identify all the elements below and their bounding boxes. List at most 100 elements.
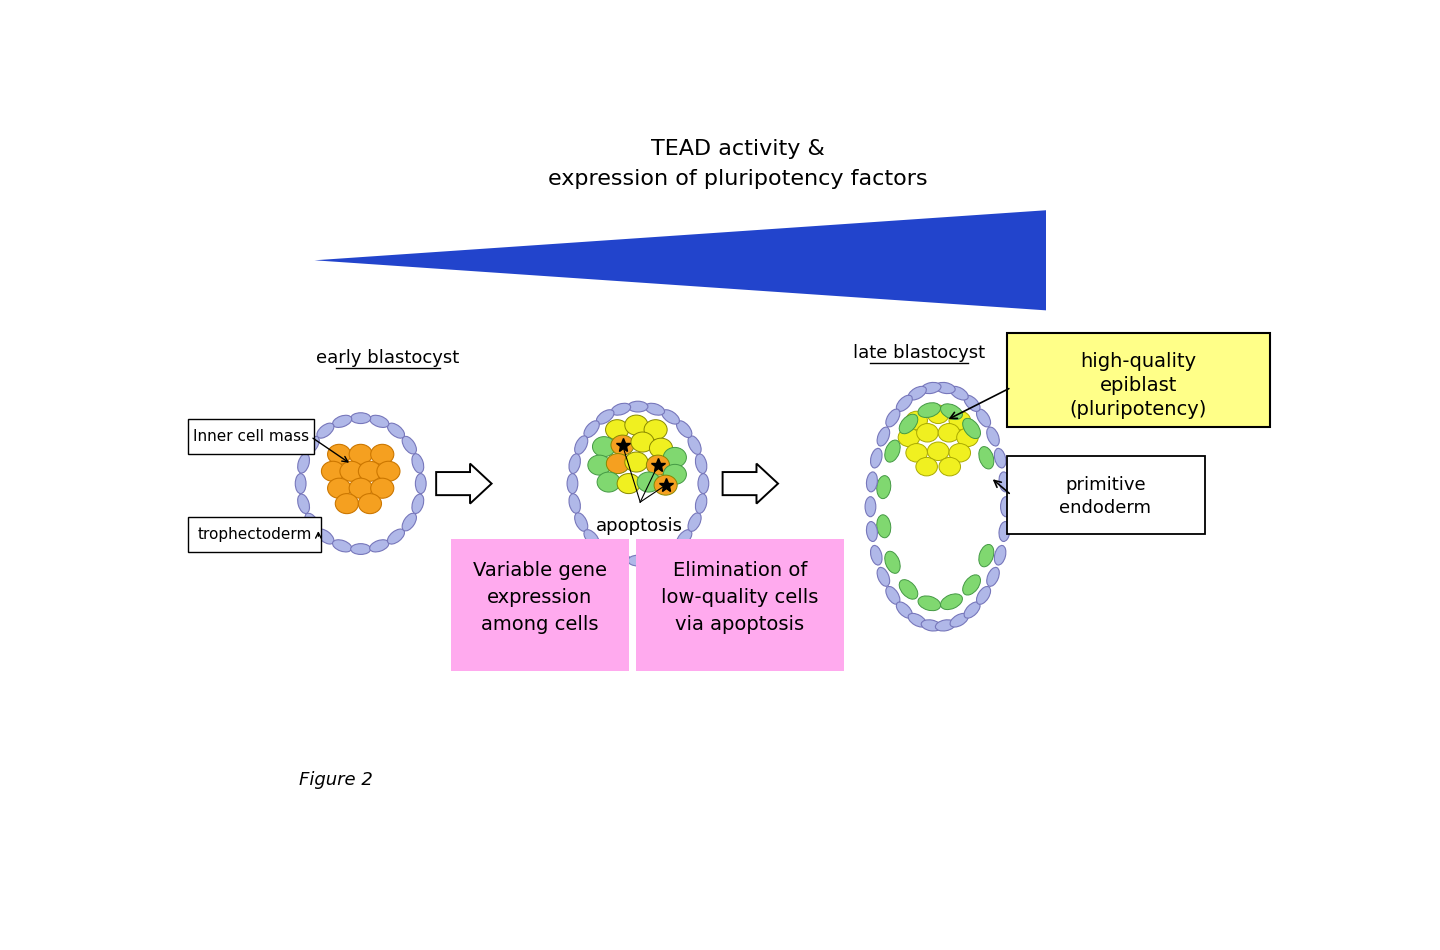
Ellipse shape bbox=[963, 602, 981, 618]
FancyBboxPatch shape bbox=[189, 517, 321, 552]
Ellipse shape bbox=[340, 462, 363, 482]
Ellipse shape bbox=[585, 530, 599, 546]
Ellipse shape bbox=[654, 475, 677, 495]
Text: Figure 2: Figure 2 bbox=[300, 771, 373, 789]
Ellipse shape bbox=[596, 409, 613, 424]
Ellipse shape bbox=[628, 555, 648, 566]
FancyBboxPatch shape bbox=[635, 539, 844, 671]
Ellipse shape bbox=[917, 424, 939, 442]
Ellipse shape bbox=[387, 529, 405, 544]
Ellipse shape bbox=[936, 619, 955, 631]
Ellipse shape bbox=[585, 421, 599, 438]
Text: high-quality: high-quality bbox=[1080, 352, 1197, 371]
Ellipse shape bbox=[351, 543, 370, 555]
Ellipse shape bbox=[305, 513, 320, 531]
Ellipse shape bbox=[645, 552, 664, 564]
Ellipse shape bbox=[649, 438, 672, 458]
Ellipse shape bbox=[336, 494, 359, 514]
Ellipse shape bbox=[662, 543, 680, 558]
Ellipse shape bbox=[664, 465, 687, 484]
Ellipse shape bbox=[317, 423, 334, 438]
FancyBboxPatch shape bbox=[451, 539, 629, 671]
Ellipse shape bbox=[899, 580, 917, 599]
Ellipse shape bbox=[963, 395, 981, 411]
Ellipse shape bbox=[877, 476, 891, 499]
Ellipse shape bbox=[377, 462, 400, 482]
Ellipse shape bbox=[575, 436, 588, 454]
Ellipse shape bbox=[963, 575, 981, 595]
Ellipse shape bbox=[963, 418, 981, 439]
Ellipse shape bbox=[922, 383, 940, 393]
Ellipse shape bbox=[909, 614, 926, 627]
Ellipse shape bbox=[896, 602, 913, 618]
Text: TEAD activity &: TEAD activity & bbox=[651, 139, 825, 159]
Text: expression of pluripotency factors: expression of pluripotency factors bbox=[549, 169, 927, 189]
Ellipse shape bbox=[939, 457, 960, 476]
Ellipse shape bbox=[647, 455, 670, 475]
Ellipse shape bbox=[567, 474, 577, 494]
Ellipse shape bbox=[628, 401, 648, 412]
Ellipse shape bbox=[979, 446, 994, 469]
Ellipse shape bbox=[950, 614, 968, 627]
Ellipse shape bbox=[949, 444, 971, 462]
Ellipse shape bbox=[899, 428, 920, 446]
Ellipse shape bbox=[415, 474, 426, 494]
Ellipse shape bbox=[598, 472, 621, 492]
Ellipse shape bbox=[625, 452, 648, 472]
Ellipse shape bbox=[412, 494, 423, 514]
Text: expression: expression bbox=[487, 588, 592, 607]
Ellipse shape bbox=[927, 405, 949, 424]
Ellipse shape bbox=[662, 409, 680, 424]
Ellipse shape bbox=[999, 522, 1009, 542]
Polygon shape bbox=[314, 210, 1045, 311]
Ellipse shape bbox=[327, 478, 351, 498]
Ellipse shape bbox=[899, 414, 917, 434]
Ellipse shape bbox=[698, 474, 708, 494]
Text: trophectoderm: trophectoderm bbox=[197, 527, 312, 541]
Ellipse shape bbox=[618, 474, 641, 494]
Text: via apoptosis: via apoptosis bbox=[675, 615, 805, 634]
Ellipse shape bbox=[999, 472, 1009, 492]
Ellipse shape bbox=[995, 545, 1007, 565]
Ellipse shape bbox=[884, 551, 900, 574]
Ellipse shape bbox=[677, 421, 691, 438]
Ellipse shape bbox=[976, 586, 991, 604]
Ellipse shape bbox=[1001, 497, 1011, 517]
Ellipse shape bbox=[348, 478, 373, 498]
Ellipse shape bbox=[611, 552, 631, 564]
Ellipse shape bbox=[631, 432, 654, 452]
Text: (pluripotency): (pluripotency) bbox=[1070, 400, 1207, 419]
Ellipse shape bbox=[867, 472, 877, 492]
FancyArrow shape bbox=[436, 464, 491, 504]
Ellipse shape bbox=[359, 494, 382, 514]
Ellipse shape bbox=[298, 454, 310, 473]
Ellipse shape bbox=[919, 403, 940, 417]
Ellipse shape bbox=[333, 415, 351, 428]
Ellipse shape bbox=[956, 428, 978, 446]
Ellipse shape bbox=[402, 513, 416, 531]
Ellipse shape bbox=[317, 529, 334, 544]
Ellipse shape bbox=[940, 404, 962, 420]
Ellipse shape bbox=[298, 415, 423, 552]
Ellipse shape bbox=[886, 409, 900, 427]
Text: apoptosis: apoptosis bbox=[596, 517, 683, 535]
Ellipse shape bbox=[351, 412, 370, 424]
Ellipse shape bbox=[995, 448, 1007, 468]
Ellipse shape bbox=[919, 596, 940, 611]
FancyBboxPatch shape bbox=[189, 419, 314, 454]
Ellipse shape bbox=[896, 395, 913, 411]
Ellipse shape bbox=[370, 478, 393, 498]
Ellipse shape bbox=[569, 454, 580, 473]
Ellipse shape bbox=[575, 513, 588, 531]
Text: Variable gene: Variable gene bbox=[472, 561, 606, 580]
Ellipse shape bbox=[412, 454, 423, 473]
Text: endoderm: endoderm bbox=[1060, 500, 1152, 517]
Ellipse shape bbox=[986, 428, 999, 446]
Ellipse shape bbox=[696, 494, 707, 513]
Ellipse shape bbox=[569, 403, 707, 564]
Ellipse shape bbox=[644, 420, 667, 440]
Ellipse shape bbox=[606, 453, 629, 474]
Ellipse shape bbox=[877, 515, 891, 538]
Ellipse shape bbox=[370, 445, 393, 465]
Ellipse shape bbox=[370, 540, 389, 552]
